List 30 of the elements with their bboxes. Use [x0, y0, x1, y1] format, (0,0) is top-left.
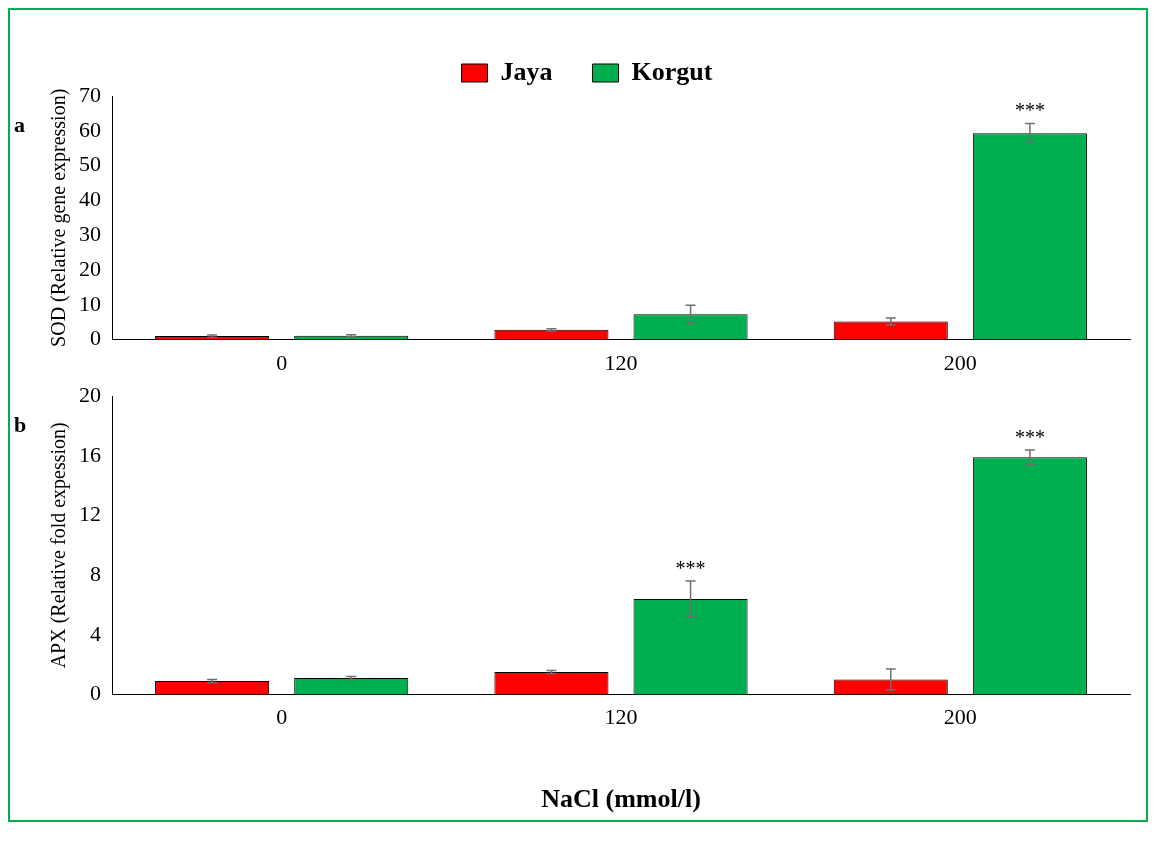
- y-tick-label: 50: [79, 151, 101, 177]
- x-tick-label: 0: [276, 349, 288, 375]
- y-tick-label: 4: [90, 620, 101, 646]
- legend-label: Korgut: [631, 56, 713, 86]
- y-tick-label: 60: [79, 116, 101, 142]
- data-label: ***: [675, 557, 706, 580]
- data-label: ***: [1014, 425, 1045, 448]
- data-label: ***: [1014, 99, 1045, 122]
- x-tick-label: 200: [943, 704, 977, 730]
- text: b: [14, 411, 27, 437]
- y-axis-title: APX (Relative fold expession): [47, 422, 71, 669]
- y-axis-title: SOD (Relative gene expression): [47, 88, 71, 347]
- y-tick-label: 30: [79, 220, 101, 246]
- y-tick-label: 10: [79, 290, 101, 316]
- y-tick-label: 20: [79, 255, 101, 281]
- y-tick-label: 16: [79, 441, 101, 467]
- text: a: [14, 111, 25, 137]
- y-tick-label: 40: [79, 186, 101, 212]
- x-tick-label: 0: [276, 704, 288, 730]
- x-tick-label: 200: [943, 349, 977, 375]
- x-tick-label: 120: [604, 704, 638, 730]
- y-tick-label: 0: [90, 680, 101, 706]
- y-tick-label: 8: [90, 560, 101, 586]
- legend-label: Jaya: [500, 56, 553, 86]
- x-axis-title: NaCl (mmol/l): [541, 784, 701, 814]
- x-tick-label: 120: [604, 349, 638, 375]
- y-tick-label: 20: [79, 381, 101, 407]
- y-tick-label: 0: [90, 325, 101, 351]
- y-tick-label: 12: [79, 501, 101, 527]
- y-tick-label: 70: [79, 81, 101, 107]
